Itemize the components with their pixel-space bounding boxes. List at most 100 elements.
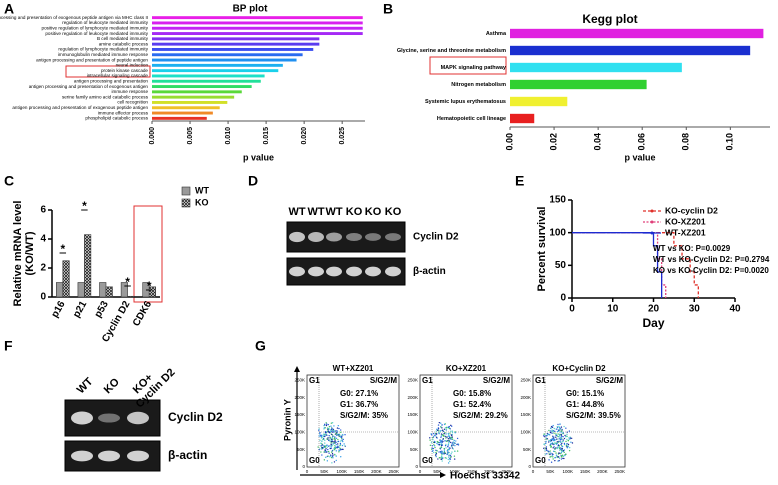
survival-curve: [572, 232, 663, 298]
event-dot: [333, 448, 335, 450]
category-label: MAPK signaling pathway: [441, 65, 507, 71]
blot-band: [308, 232, 324, 242]
event-dot: [544, 435, 546, 438]
lane-label-line: WT: [75, 375, 96, 396]
highlight-box: [133, 205, 163, 303]
event-dot: [438, 421, 441, 424]
event-dot: [327, 439, 330, 442]
event-dot: [336, 427, 339, 429]
event-dot: [328, 434, 330, 437]
event-dot: [448, 448, 450, 451]
event-dot: [553, 446, 555, 448]
bar: [84, 234, 92, 298]
x-tick-label: 0.020: [301, 127, 308, 145]
event-dot: [429, 439, 431, 441]
category-label: antigen processing and presentation of e…: [0, 15, 148, 20]
lane-label: WT: [288, 206, 305, 218]
event-dot: [545, 446, 548, 448]
event-dot: [447, 433, 450, 435]
event-dot: [549, 440, 551, 442]
event-dot: [444, 457, 446, 459]
event-dot: [451, 442, 453, 444]
x-tick-label: 0: [306, 469, 309, 474]
event-dot: [321, 454, 323, 456]
event-dot: [333, 441, 335, 444]
event-dot: [432, 447, 435, 450]
event-dot: [446, 449, 449, 452]
arrow-head: [440, 472, 446, 478]
gate-label: G0: [535, 456, 546, 465]
event-dot: [443, 432, 445, 435]
event-dot: [340, 436, 343, 439]
x-tick-label: p21: [71, 299, 89, 320]
survival-curve: [572, 232, 667, 298]
gate-stat: G1: 44.8%: [566, 400, 604, 409]
panel-label: B: [383, 1, 393, 17]
event-dot: [323, 427, 326, 429]
event-dot: [333, 431, 335, 433]
event-dot: [332, 454, 334, 456]
x-tick-label: 250K: [502, 469, 513, 474]
event-dot: [341, 444, 344, 447]
event-dot: [441, 427, 443, 429]
event-dot: [558, 457, 561, 460]
event-dot: [337, 424, 340, 427]
x-tick-label: 100K: [562, 469, 573, 474]
plot-title: KO+Cyclin D2: [552, 364, 606, 373]
x-tick-label: CDK6: [131, 299, 154, 328]
x-tick-label: p53: [93, 299, 111, 320]
lane-label: WT: [75, 375, 96, 396]
x-tick-label: 0.000: [149, 127, 156, 145]
category-label: antigen processing and presentation of e…: [29, 84, 149, 89]
event-dot: [557, 433, 559, 435]
event-dot: [560, 458, 563, 460]
event-dot: [430, 441, 433, 443]
legend-label: WT: [195, 185, 209, 195]
plot-title: WT+XZ201: [333, 364, 374, 373]
band-label: β-actin: [168, 448, 207, 462]
event-dot: [543, 447, 545, 450]
y-tick-label: 200K: [520, 395, 531, 400]
x-axis-label: p value: [243, 152, 274, 162]
event-dot: [447, 438, 450, 440]
category-label: protein kinase cascade: [101, 68, 148, 73]
event-dot: [432, 438, 434, 441]
blot-band: [346, 266, 362, 277]
event-dot: [331, 444, 334, 446]
gate-label: G0: [309, 456, 320, 465]
event-dot: [321, 440, 323, 443]
event-dot: [320, 442, 322, 444]
event-dot: [553, 432, 555, 434]
y-tick-label: 0: [528, 464, 531, 469]
panel-label: A: [4, 1, 14, 17]
event-dot: [565, 435, 568, 437]
event-dot: [435, 451, 437, 454]
event-dot: [545, 438, 547, 440]
blot-band: [308, 266, 324, 277]
significance-label: *: [147, 279, 152, 293]
bar: [56, 282, 64, 298]
category-label: antigen processing and presentation: [74, 78, 149, 83]
event-dot: [442, 435, 445, 437]
gate-stat: G1: 36.7%: [340, 400, 378, 409]
x-tick-label: 0.00: [504, 133, 514, 151]
event-dot: [551, 442, 554, 444]
event-dot: [557, 423, 559, 426]
event-dot: [434, 446, 436, 449]
event-dot: [556, 442, 558, 445]
event-dot: [330, 440, 333, 443]
event-dot: [559, 423, 561, 425]
event-dot: [447, 444, 450, 446]
x-axis-label: Day: [642, 316, 664, 330]
event-dot: [433, 441, 436, 444]
event-dot: [325, 456, 327, 458]
event-dot: [565, 453, 567, 456]
event-dot: [552, 424, 554, 427]
event-dot: [335, 450, 337, 452]
event-dot: [433, 451, 435, 454]
event-dot: [323, 424, 325, 427]
event-dot: [552, 439, 555, 442]
y-tick-label: 250K: [407, 377, 418, 382]
event-dot: [557, 435, 559, 438]
x-tick-label: 0.015: [263, 127, 270, 145]
